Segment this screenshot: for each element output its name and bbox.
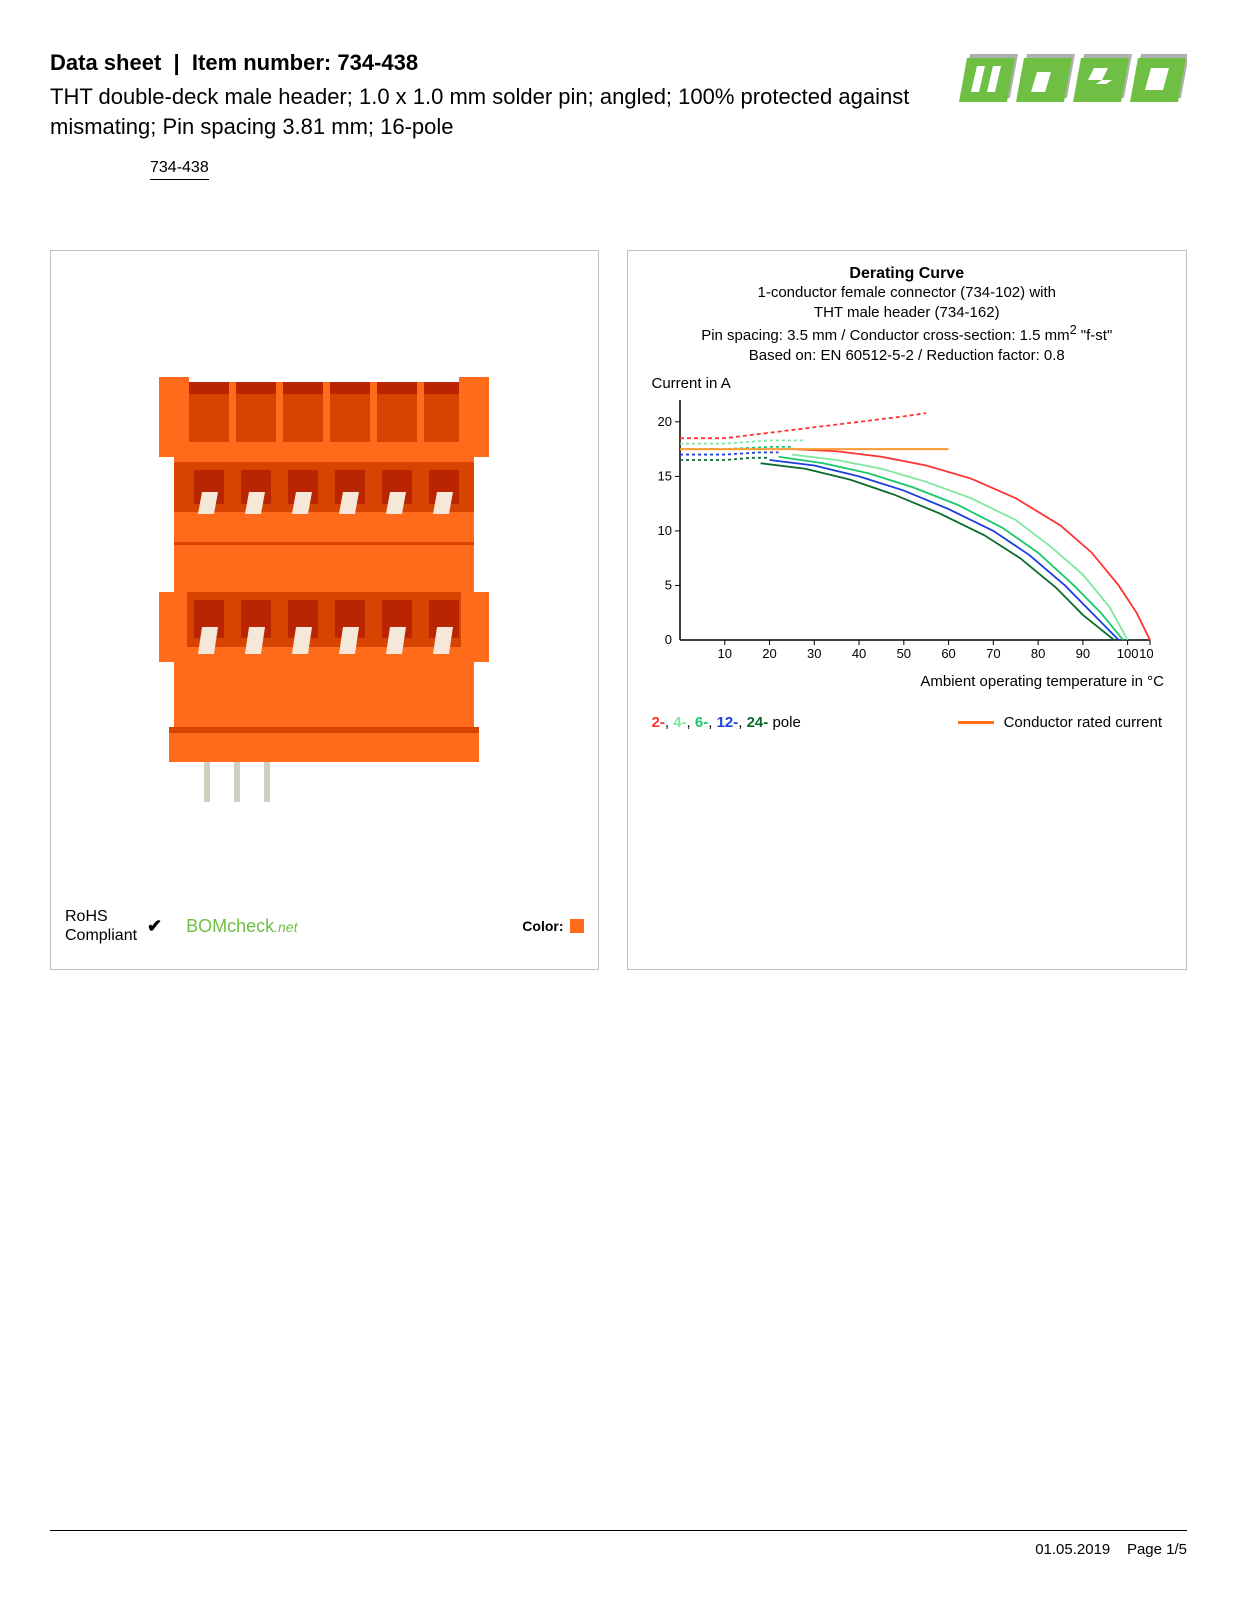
conductor-label: Conductor rated current	[1004, 714, 1162, 731]
y-axis-label: Current in A	[652, 375, 1167, 392]
product-panel: RoHS Compliant ✔ BOMcheck.net Color:	[50, 250, 599, 970]
legend-pole-24: 24-	[747, 714, 769, 731]
svg-text:15: 15	[657, 469, 671, 484]
bomcheck-suffix: .net	[274, 919, 297, 935]
badges-row: RoHS Compliant ✔ BOMcheck.net Color:	[65, 907, 584, 945]
title-line: Data sheet | Item number: 734-438	[50, 50, 937, 76]
footer-date: 01.05.2019	[1035, 1541, 1110, 1558]
legend-row: 2-, 4-, 6-, 12-, 24- pole Conductor rate…	[648, 714, 1167, 731]
item-label: Item number:	[192, 50, 331, 75]
legend-pole-2: 2-	[652, 714, 665, 731]
svg-text:5: 5	[664, 578, 671, 593]
svg-text:40: 40	[851, 646, 865, 661]
legend-pole-6: 6-	[695, 714, 708, 731]
svg-text:100: 100	[1116, 646, 1138, 661]
footer: 01.05.2019 Page 1/5	[50, 1530, 1187, 1558]
derating-chart: 10 20 30 40 50 60 70 80 90 100105 0 5 10 15 20	[648, 396, 1154, 662]
panels: RoHS Compliant ✔ BOMcheck.net Color: Der…	[50, 250, 1187, 970]
chart-title: Derating Curve	[648, 265, 1167, 283]
rohs-label: RoHS	[65, 908, 108, 925]
svg-text:105: 105	[1139, 646, 1154, 661]
svg-text:0: 0	[664, 632, 671, 647]
svg-text:80: 80	[1030, 646, 1044, 661]
legend-poles: 2-, 4-, 6-, 12-, 24- pole	[652, 714, 801, 731]
rohs-badge: RoHS Compliant ✔	[65, 907, 162, 945]
bomcheck-text: BOMcheck	[186, 916, 274, 936]
product-image	[65, 265, 584, 899]
conductor-swatch	[958, 721, 994, 724]
svg-text:20: 20	[762, 646, 776, 661]
item-number: 734-438	[337, 50, 418, 75]
color-text: Color:	[522, 918, 563, 934]
item-number-link[interactable]: 734-438	[150, 159, 209, 180]
check-icon: ✔	[147, 916, 162, 937]
x-axis-label: Ambient operating temperature in °C	[648, 673, 1167, 690]
legend-pole-4: 4-	[673, 714, 686, 731]
color-indicator: Color:	[522, 918, 583, 934]
wago-logo	[957, 50, 1187, 109]
rohs-compliant: Compliant	[65, 927, 137, 944]
legend-pole-12: 12-	[717, 714, 739, 731]
chart-sub3-prefix: Pin spacing: 3.5 mm / Conductor cross-se…	[701, 327, 1069, 344]
svg-text:10: 10	[657, 523, 671, 538]
chart-sub4: Based on: EN 60512-5-2 / Reduction facto…	[648, 346, 1167, 366]
header-text: Data sheet | Item number: 734-438 THT do…	[50, 50, 937, 141]
svg-text:10: 10	[717, 646, 731, 661]
chart-sub3: Pin spacing: 3.5 mm / Conductor cross-se…	[648, 322, 1167, 346]
header: Data sheet | Item number: 734-438 THT do…	[50, 50, 1187, 141]
svg-text:50: 50	[896, 646, 910, 661]
chart-panel: Derating Curve 1-conductor female connec…	[627, 250, 1188, 970]
datasheet-label: Data sheet	[50, 50, 161, 75]
chart-sub3-suffix: "f-st"	[1077, 327, 1113, 344]
bomcheck-badge: BOMcheck.net	[186, 916, 297, 937]
description: THT double-deck male header; 1.0 x 1.0 m…	[50, 82, 937, 141]
svg-text:70: 70	[986, 646, 1000, 661]
chart-sub2: THT male header (734-162)	[648, 303, 1167, 323]
svg-text:30: 30	[807, 646, 821, 661]
svg-text:60: 60	[941, 646, 955, 661]
chart-sub3-sup: 2	[1070, 323, 1077, 337]
color-swatch	[570, 919, 584, 933]
svg-text:90: 90	[1075, 646, 1089, 661]
svg-text:20: 20	[657, 414, 671, 429]
legend-conductor: Conductor rated current	[958, 714, 1162, 731]
chart-sub1: 1-conductor female connector (734-102) w…	[648, 283, 1167, 303]
footer-page: Page 1/5	[1127, 1541, 1187, 1558]
